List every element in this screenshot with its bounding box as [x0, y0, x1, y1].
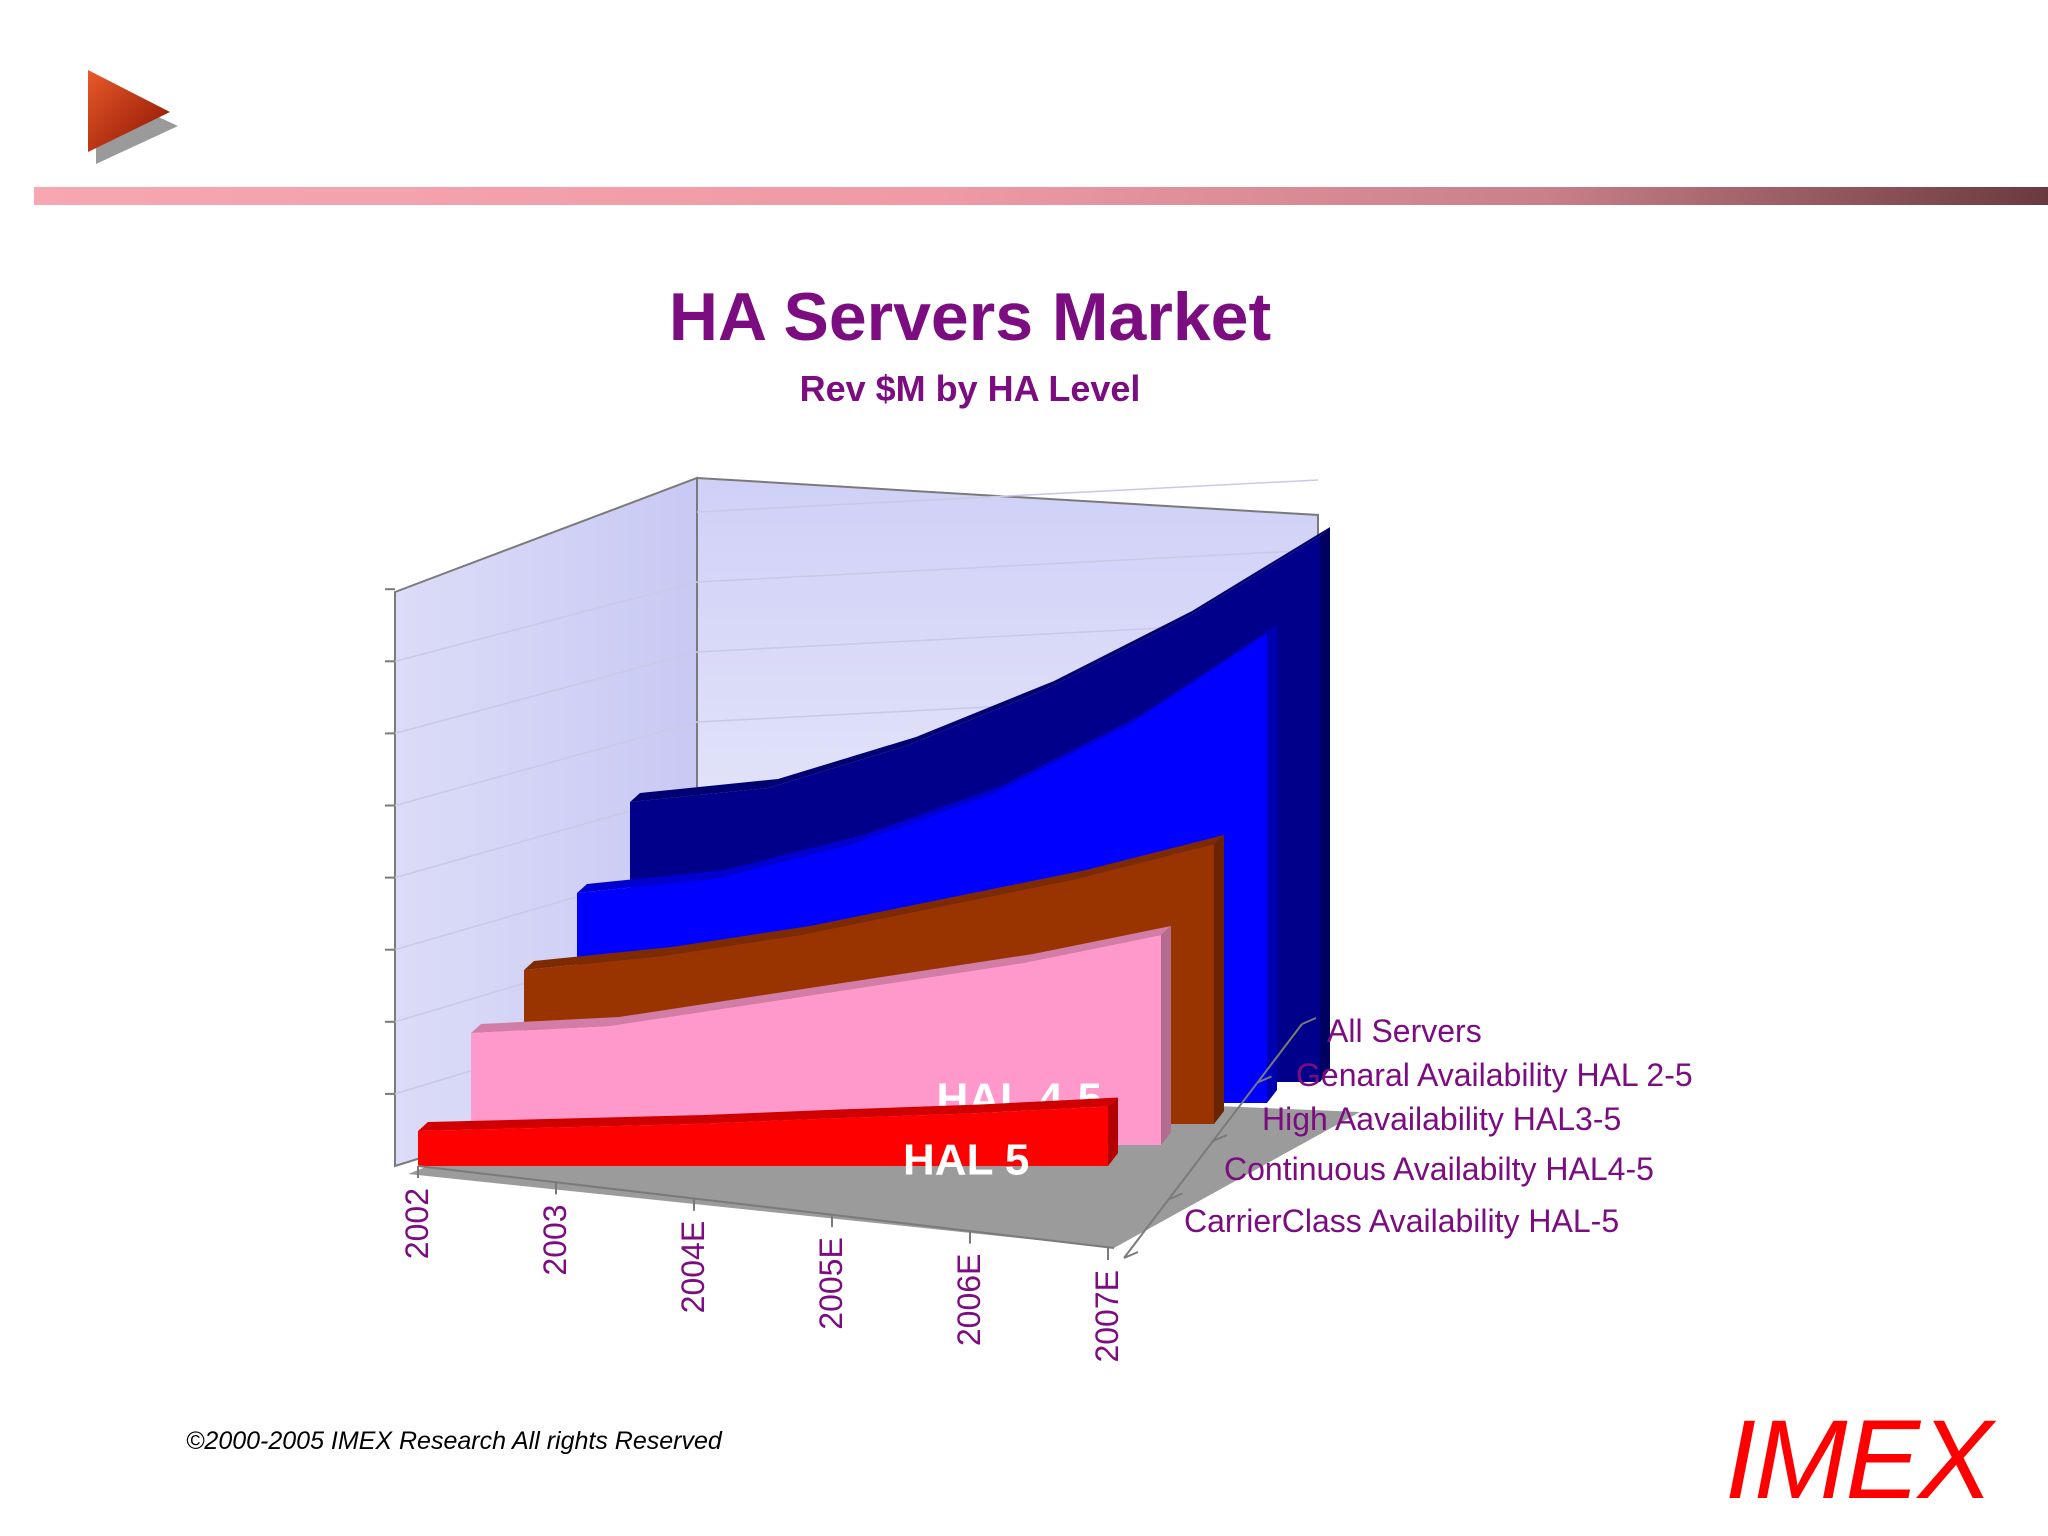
gridline: [394, 651, 698, 735]
ribbon-top: [418, 1097, 1118, 1131]
x-tick-label: 2002: [399, 1188, 435, 1259]
brand-logo-text: IMEX: [1725, 1397, 1993, 1522]
ribbon-front: [418, 1106, 1108, 1166]
depth-label: Genaral Availability HAL 2-5: [1296, 1057, 1693, 1093]
depth-tick: [1123, 1251, 1139, 1259]
ribbon-top: [471, 926, 1171, 1033]
depth-tick: [1301, 1017, 1317, 1025]
x-tick-label: 2006E: [951, 1254, 987, 1347]
ribbon-side: [1161, 926, 1171, 1145]
x-tick-label: 2005E: [813, 1237, 849, 1330]
depth-tick: [1257, 1075, 1272, 1084]
series-ribbon: HAL 5: [418, 1097, 1118, 1184]
ribbon-top: [524, 835, 1224, 970]
header-divider: [34, 187, 2048, 205]
ribbon-side: [1267, 625, 1277, 1103]
series-label: HAL 5: [903, 1135, 1029, 1184]
x-tick-label: 2003: [537, 1204, 573, 1275]
depth-tick: [1168, 1192, 1183, 1201]
gridline: [696, 479, 1319, 513]
gridline: [394, 581, 698, 663]
ribbon-side: [1108, 1097, 1118, 1166]
x-tick-label: 2004E: [675, 1221, 711, 1314]
x-axis-line: [417, 1165, 1115, 1249]
ribbon-front: [471, 935, 1161, 1145]
logo-arrow-icon: [88, 70, 178, 164]
depth-label: Continuous Availabilty HAL4-5: [1224, 1151, 1654, 1187]
copyright-text: ©2000-2005 IMEX Research All rights Rese…: [186, 1427, 722, 1455]
x-tick-label: 2007E: [1089, 1270, 1125, 1363]
ribbon-side: [1214, 835, 1224, 1124]
depth-label: All Servers: [1327, 1013, 1482, 1049]
depth-label: CarrierClass Availability HAL-5: [1184, 1203, 1619, 1239]
gridline: [696, 549, 1319, 583]
gridline: [394, 721, 698, 807]
chart-subtitle: Rev $M by HA Level: [799, 368, 1141, 409]
depth-label: High Aavailability HAL3-5: [1262, 1101, 1621, 1137]
depth-tick: [1212, 1134, 1228, 1142]
chart-title: HA Servers Market: [668, 279, 1272, 355]
ribbon-side: [1320, 527, 1330, 1082]
